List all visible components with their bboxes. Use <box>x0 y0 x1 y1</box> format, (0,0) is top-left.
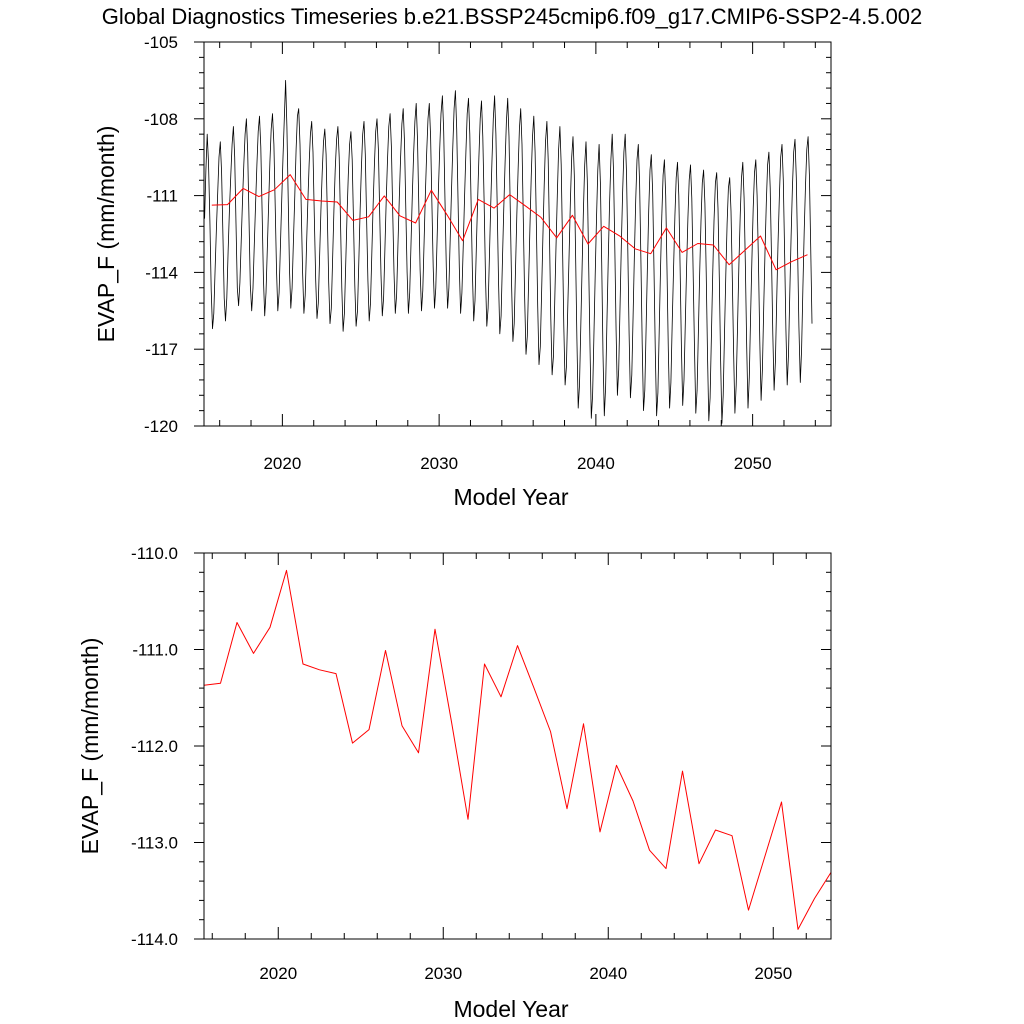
bottom-y-tick-label: -113.0 <box>131 834 178 853</box>
top-series-layer <box>204 80 813 424</box>
bottom-y-tick-label: -110.0 <box>131 544 178 563</box>
bottom-x-tick-label: 2020 <box>259 964 297 983</box>
bottom-series-layer <box>203 569 832 930</box>
top-monthly-series-line <box>204 80 813 424</box>
top-x-tick-label: 2040 <box>577 454 615 473</box>
top-y-tick-label: -120 <box>144 417 178 436</box>
top-x-tick-label: 2050 <box>734 454 772 473</box>
bottom-x-axis-label: Model Year <box>453 996 568 1022</box>
top-x-axis-label: Model Year <box>453 484 568 510</box>
figure-title: Global Diagnostics Timeseries b.e21.BSSP… <box>102 4 923 29</box>
bottom-annual-series-line <box>203 569 832 930</box>
bottom-panel: 2020 2030 2040 2050 -110.0 -111.0 -112.0 -113.0… <box>77 544 832 1022</box>
top-y-tick-label: -111 <box>146 187 178 206</box>
top-annual-series-line <box>211 174 808 271</box>
top-y-tick-label: -117 <box>145 340 178 359</box>
top-y-tick-label: -114 <box>145 263 178 282</box>
top-panel: 2020 2030 2040 2050 -105 -108 -111 -114 -117 -120… <box>93 33 832 510</box>
top-y-axis-label: EVAP_F (mm/month) <box>93 126 119 343</box>
bottom-y-tick-label: -114.0 <box>131 930 178 949</box>
bottom-y-axis-label: EVAP_F (mm/month) <box>77 638 103 855</box>
top-y-tick-label: -105 <box>144 33 178 52</box>
bottom-x-tick-label: 2040 <box>589 964 627 983</box>
top-plot-frame <box>203 41 832 427</box>
top-x-tick-label: 2020 <box>263 454 301 473</box>
bottom-x-tick-label: 2050 <box>754 964 792 983</box>
top-y-tick-label: -108 <box>144 110 178 129</box>
bottom-plot-frame <box>203 552 832 940</box>
bottom-ticks-layer: 2020 2030 2040 2050 -110.0 -111.0 -112.0 -113.0… <box>131 544 831 983</box>
top-ticks-layer: 2020 2030 2040 2050 -105 -108 -111 -114 -117 -120 <box>144 33 831 473</box>
top-x-tick-label: 2030 <box>420 454 458 473</box>
bottom-x-tick-label: 2030 <box>424 964 462 983</box>
bottom-y-tick-label: -112.0 <box>131 737 178 756</box>
bottom-y-tick-label: -111.0 <box>132 641 178 660</box>
